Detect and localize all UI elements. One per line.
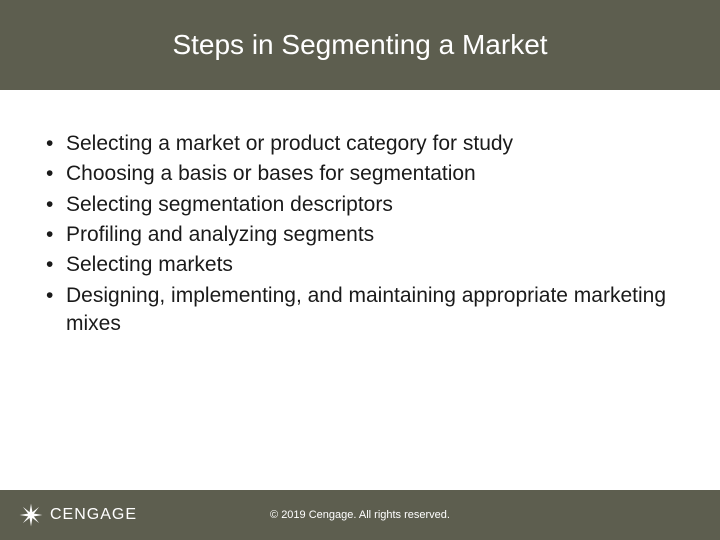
footer-bar: CENGAGE © 2019 Cengage. All rights reser… — [0, 490, 720, 540]
bullet-icon: • — [46, 191, 53, 219]
content-area: • Selecting a market or product category… — [0, 90, 720, 540]
slide-title: Steps in Segmenting a Market — [172, 29, 547, 61]
bullet-text: Selecting a market or product category f… — [66, 132, 513, 155]
bullet-icon: • — [46, 160, 53, 188]
list-item: • Selecting markets — [40, 251, 680, 279]
bullet-icon: • — [46, 251, 53, 279]
list-item: • Designing, implementing, and maintaini… — [40, 282, 680, 339]
list-item: • Selecting segmentation descriptors — [40, 191, 680, 219]
copyright-text: © 2019 Cengage. All rights reserved. — [0, 509, 720, 521]
bullet-text: Selecting markets — [66, 253, 233, 276]
slide: Steps in Segmenting a Market • Selecting… — [0, 0, 720, 540]
list-item: • Choosing a basis or bases for segmenta… — [40, 160, 680, 188]
bullet-icon: • — [46, 282, 53, 310]
list-item: • Selecting a market or product category… — [40, 130, 680, 158]
list-item: • Profiling and analyzing segments — [40, 221, 680, 249]
bullet-list: • Selecting a market or product category… — [40, 130, 680, 338]
bullet-text: Selecting segmentation descriptors — [66, 193, 393, 216]
title-bar: Steps in Segmenting a Market — [0, 0, 720, 90]
bullet-text: Designing, implementing, and maintaining… — [66, 284, 666, 335]
bullet-icon: • — [46, 221, 53, 249]
bullet-text: Choosing a basis or bases for segmentati… — [66, 162, 476, 185]
bullet-icon: • — [46, 130, 53, 158]
bullet-text: Profiling and analyzing segments — [66, 223, 374, 246]
